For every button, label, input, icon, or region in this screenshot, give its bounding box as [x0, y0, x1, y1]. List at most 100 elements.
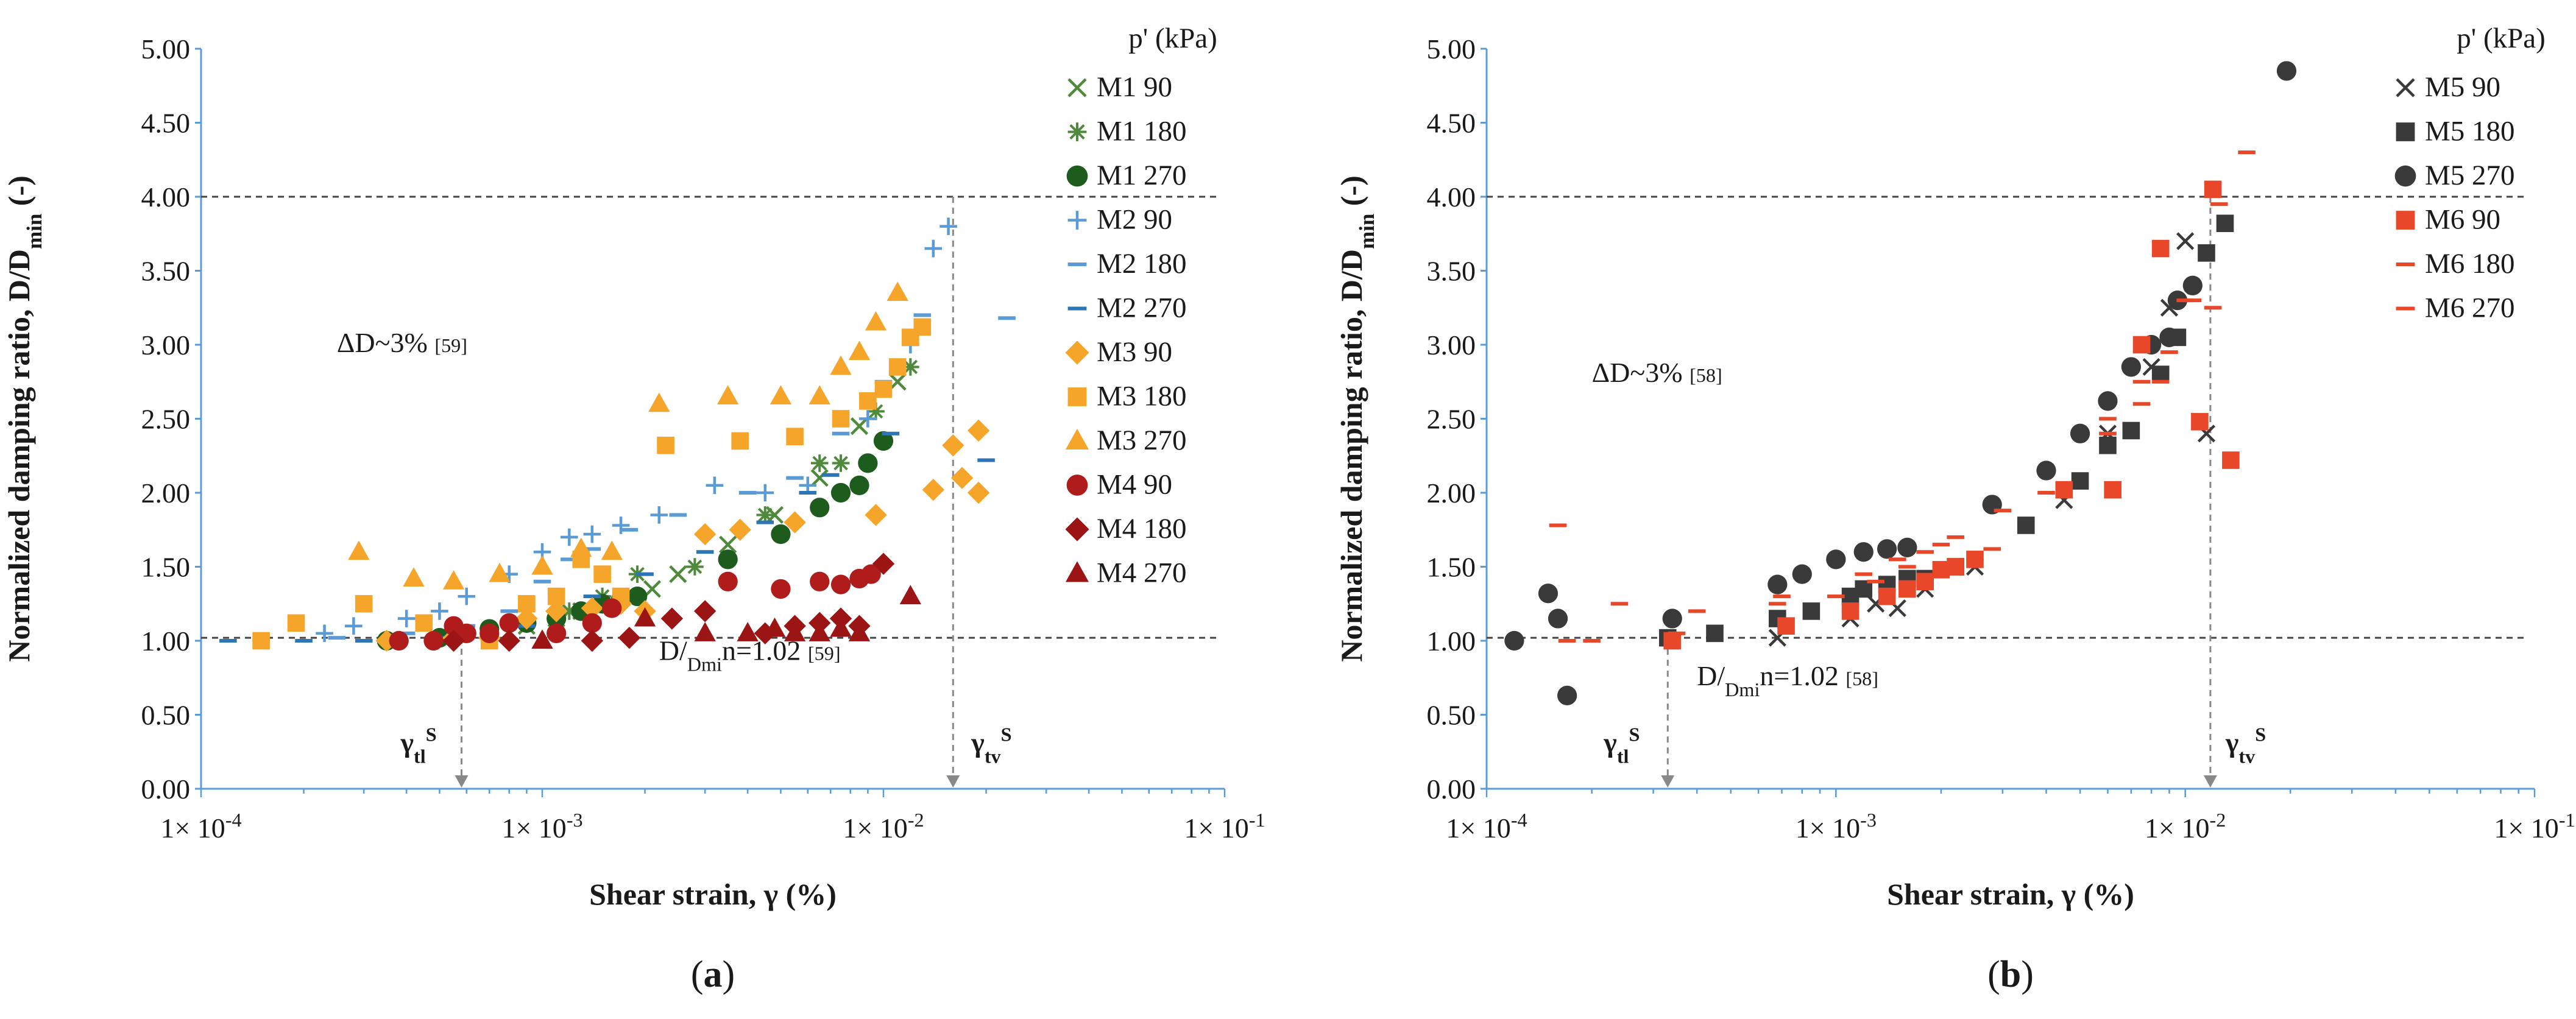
data-point — [618, 626, 641, 649]
data-point — [547, 587, 565, 605]
legend-marker — [2396, 306, 2415, 311]
legend-marker — [1065, 517, 1089, 541]
y-tick-label: 4.00 — [141, 182, 191, 213]
legend-marker — [1065, 561, 1089, 582]
x-tick-label: 1× 10-2 — [843, 809, 924, 844]
data-point — [950, 467, 974, 489]
data-point — [1769, 602, 1786, 606]
data-point — [830, 617, 852, 637]
data-point — [601, 540, 623, 560]
data-point — [1767, 574, 1788, 594]
data-point — [1947, 558, 1964, 576]
data-point — [2099, 431, 2117, 435]
data-point — [1538, 584, 1559, 604]
data-point — [499, 613, 519, 633]
x-tick-label: 1× 10-4 — [160, 809, 241, 844]
data-point — [1557, 685, 1577, 706]
legend-title: p' (kPa) — [2457, 23, 2546, 54]
data-point — [431, 602, 448, 620]
data-point — [718, 549, 738, 569]
data-point — [669, 513, 687, 517]
legend-marker — [1066, 165, 1088, 187]
data-point — [2238, 150, 2256, 155]
data-point — [1916, 550, 1934, 554]
legend-label: M6 270 — [2425, 292, 2515, 324]
data-point — [786, 428, 804, 445]
x-axis-title: Shear strain, γ (%) — [1887, 877, 2134, 911]
data-point — [593, 565, 611, 583]
data-point — [657, 436, 674, 454]
data-point — [2098, 391, 2118, 411]
data-point — [442, 570, 465, 590]
data-point — [756, 520, 774, 524]
y-tick-label: 3.50 — [1427, 256, 1476, 287]
data-point — [2122, 421, 2140, 440]
legend-marker — [2396, 78, 2415, 97]
data-point — [295, 639, 313, 643]
data-point — [1504, 630, 1524, 651]
series-m6-180 — [1558, 150, 2256, 643]
x-tick-label: 1× 10-4 — [1446, 809, 1527, 844]
y-tick-label: 5.00 — [141, 33, 191, 65]
data-point — [719, 535, 737, 554]
data-point — [2099, 436, 2117, 454]
data-point — [1549, 523, 1567, 527]
data-point — [865, 311, 887, 331]
delta-d-annotation: ΔD~3% [58] — [1592, 357, 1722, 388]
y-tick-label: 4.50 — [141, 108, 191, 139]
data-point — [1792, 564, 1812, 584]
data-point — [620, 527, 639, 532]
data-point — [998, 316, 1016, 320]
data-point — [602, 598, 622, 618]
legend-label: M5 90 — [2425, 71, 2500, 103]
legend-marker — [2396, 211, 2415, 230]
legend-marker — [1067, 263, 1087, 266]
data-point — [848, 340, 871, 361]
data-point — [650, 506, 668, 524]
legend-label: M1 270 — [1097, 160, 1187, 191]
legend-label: M4 180 — [1097, 513, 1187, 545]
data-point — [696, 550, 714, 554]
series-m5-270 — [1504, 61, 2297, 706]
data-point — [784, 622, 806, 641]
legend-title: p' (kPa) — [1128, 23, 1217, 54]
x-tick-label: 1× 10-1 — [1184, 809, 1265, 844]
data-point — [479, 623, 500, 643]
x-tick-label: 1× 10-2 — [2145, 809, 2226, 844]
y-tick-label: 0.50 — [141, 700, 191, 731]
legend-label: M6 90 — [2425, 204, 2500, 236]
data-point — [810, 469, 829, 487]
data-point — [1897, 537, 1917, 558]
data-point — [1888, 557, 1906, 562]
data-point — [2276, 61, 2297, 81]
data-point — [389, 630, 409, 651]
x-axis-title: Shear strain, γ (%) — [589, 877, 837, 911]
panel-label: (a) — [691, 954, 735, 995]
legend-marker — [1065, 428, 1089, 450]
data-point — [1932, 543, 1950, 547]
legend-label: M2 180 — [1097, 248, 1187, 280]
dmin-annotation: D/Dmin=1.02 [59] — [659, 635, 841, 675]
data-point — [882, 431, 900, 435]
legend-label: M3 180 — [1097, 381, 1187, 412]
data-point — [531, 555, 553, 575]
y-tick-label: 4.00 — [1427, 182, 1476, 213]
data-point — [858, 453, 878, 473]
data-point — [2160, 350, 2178, 354]
chart-panel-a: 0.00 0.50 1.00 1.50 2.00 2.50 3.00 3.50 4.00 4.50… — [2, 23, 1265, 995]
gamma-tv-arrow-icon — [946, 775, 960, 788]
data-point — [859, 392, 877, 410]
series-m5-180 — [1658, 214, 2234, 647]
data-point — [316, 624, 333, 643]
legend-label: M2 90 — [1097, 204, 1172, 236]
y-tick-label: 3.50 — [141, 256, 191, 287]
data-point — [2222, 451, 2240, 469]
data-point — [1773, 594, 1791, 599]
data-point — [821, 473, 840, 477]
data-point — [1662, 608, 1682, 629]
x-tick-label: 1× 10-3 — [1796, 809, 1877, 844]
panel-label: (b) — [1987, 954, 2034, 995]
data-point — [287, 614, 305, 632]
legend-label: M6 180 — [2425, 248, 2515, 280]
data-point — [570, 537, 592, 557]
